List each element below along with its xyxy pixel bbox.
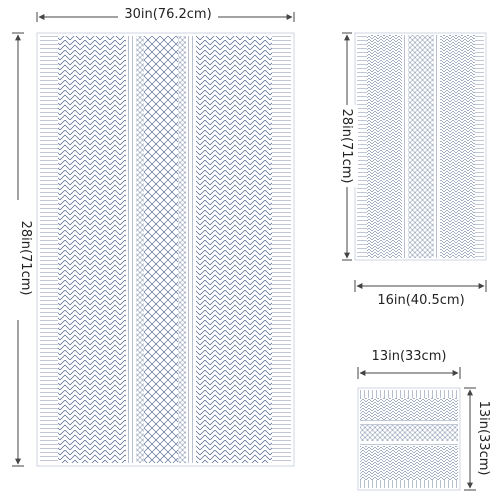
bath-towel-width-dimension: 30in(76.2cm) [36,6,295,22]
bath-towel-fringe-left [40,36,58,463]
washcloth-height-dimension: 13in(33cm) [464,387,494,491]
hand-towel [354,32,487,261]
washcloth-height-label: 13in(33cm) [476,401,491,476]
bath-towel-height-label: 28in(71cm) [18,221,33,296]
bath-towel [36,32,295,467]
bath-towel-fringe-right [272,36,291,463]
washcloth [357,387,461,491]
hand-towel-height-label: 28in(71cm) [339,109,354,184]
hand-towel-width-dimension: 16in(40.5cm) [354,280,487,308]
hand-towel-height-dimension: 28in(71cm) [338,32,358,261]
washcloth-width-dimension: 13in(33cm) [357,348,461,379]
hand-towel-width-label: 16in(40.5cm) [377,293,464,308]
bath-towel-width-label: 30in(76.2cm) [124,7,211,22]
washcloth-width-label: 13in(33cm) [372,349,447,364]
bath-towel-height-dimension: 28in(71cm) [8,32,33,467]
